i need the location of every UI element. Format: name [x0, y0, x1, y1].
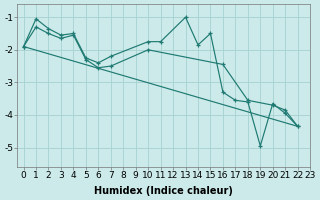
X-axis label: Humidex (Indice chaleur): Humidex (Indice chaleur)	[94, 186, 233, 196]
